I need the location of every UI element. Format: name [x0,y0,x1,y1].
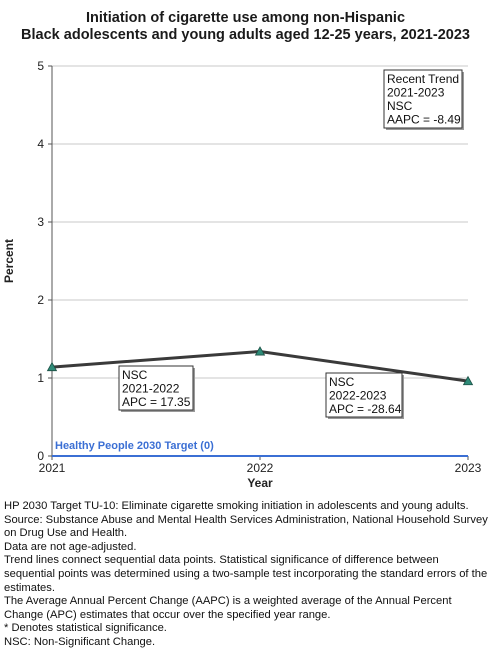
y-tick-label-4: 4 [37,137,44,151]
annotation-3-line-1: NSC [329,375,355,389]
chart-title: Initiation of cigarette use among non-Hi… [21,10,470,43]
chart-title-line-2: Black adolescents and young adults aged … [21,27,470,43]
y-tick-labels: 0 1 2 3 4 5 [37,59,44,463]
target-line-group: Healthy People 2030 Target (0) [52,440,468,457]
annotation-3-line-3: APC = -28.64 [329,402,402,416]
footnote-age-adjusted: Data are not age-adjusted. [4,540,137,553]
annotation-frame-1 [383,69,463,129]
x-tick-label-2021: 2021 [39,461,66,475]
footnote-target: HP 2030 Target TU-10: Eliminate cigarett… [4,500,469,512]
annotation-frame-3 [325,372,403,418]
annotation-2-line-1: NSC [122,368,148,382]
annotation-3-line-2: 2022-2023 [329,389,387,403]
annotation-1-line-2: 2021-2023 [387,86,445,100]
annotation-1-line-4: AAPC = -8.49 [387,113,461,127]
footnote-source: Source: Substance Abuse and Mental Healt… [4,513,488,540]
annotation-2-line-3: APC = 17.35 [122,395,191,409]
annotation-frame-2 [118,365,194,411]
y-tick-label-2: 2 [37,293,44,307]
data-point-2023 [462,375,474,386]
y-tick-label-1: 1 [37,371,44,385]
x-tick-label-2022: 2022 [247,461,274,475]
chart: Initiation of cigarette use among non-Hi… [2,10,482,490]
footnote-significance: * Denotes statistical significance. [4,622,167,635]
footnotes: HP 2030 Target TU-10: Eliminate cigarett… [4,500,488,650]
chart-title-line-1: Initiation of cigarette use among non-Hi… [86,10,405,26]
annotation-1-line-1: Recent Trend [387,72,459,86]
data-point-2021 [46,361,58,372]
footnote-nsc: NSC: Non-Significant Change. [4,635,156,648]
footnote-aapc: The Average Annual Percent Change (AAPC)… [4,595,452,621]
x-tick-labels: 2021 2022 2023 [39,461,482,475]
x-axis-label: Year [247,476,273,490]
data-point-2022 [254,346,266,356]
annotation-1-line-3: NSC [387,99,413,113]
y-axis-label: Percent [2,239,16,283]
footnote-trend-lines: Trend lines connect sequential data poin… [4,554,488,594]
x-tick-label-2023: 2023 [455,461,482,475]
target-label: Healthy People 2030 Target (0) [55,440,214,452]
series [46,346,474,386]
y-tick-label-5: 5 [37,59,44,73]
y-tick-label-0: 0 [37,449,44,463]
series-line-1 [51,349,469,383]
annotation-2-line-2: 2021-2022 [122,382,180,396]
y-tick-label-3: 3 [37,215,44,229]
